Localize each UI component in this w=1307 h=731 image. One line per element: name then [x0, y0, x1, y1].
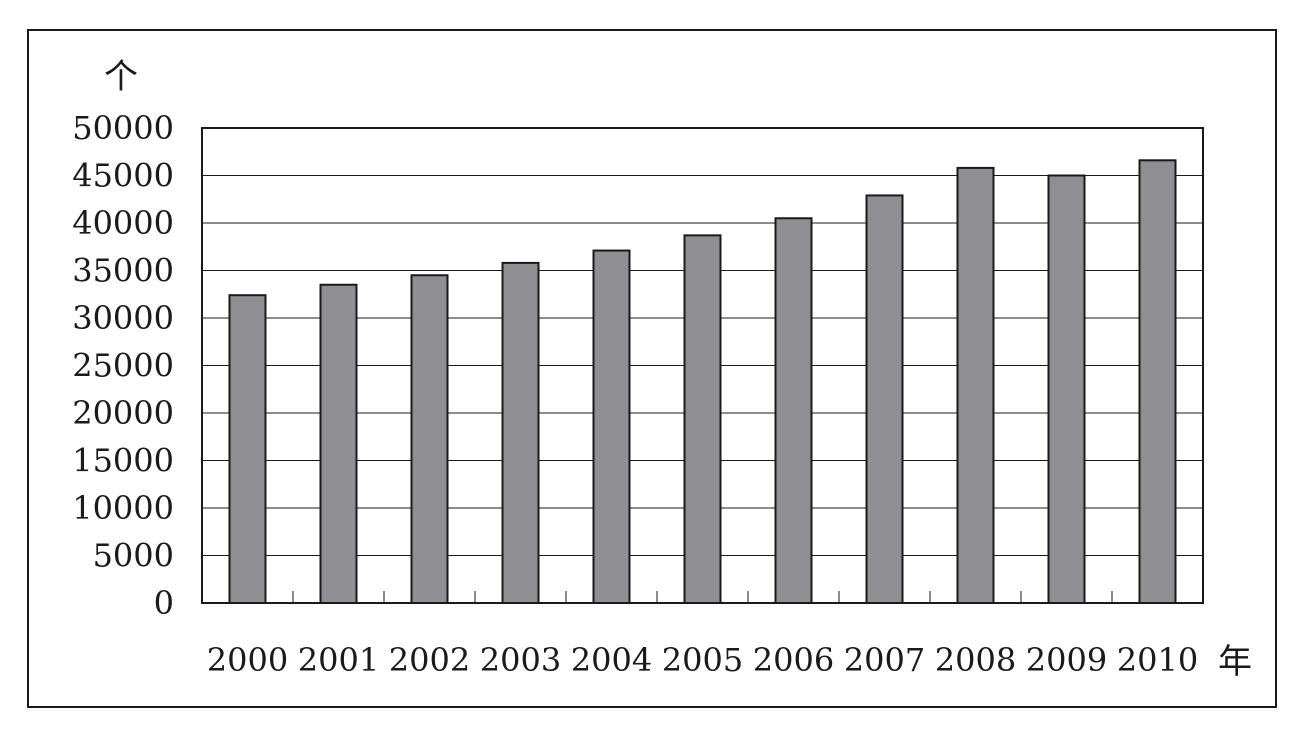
y-tick-label: 20000 [72, 394, 174, 432]
x-tick-label: 2002 [389, 641, 470, 679]
x-tick-label: 2006 [753, 641, 834, 679]
bar-2005 [683, 234, 722, 604]
x-tick-label: 2008 [935, 641, 1016, 679]
x-tick-label: 2003 [480, 641, 561, 679]
chart-frame [27, 29, 1277, 708]
y-tick-label: 40000 [72, 204, 174, 242]
x-tick-label: 2009 [1026, 641, 1107, 679]
x-tick-label: 2005 [662, 641, 743, 679]
y-tick-label: 30000 [72, 299, 174, 337]
bar-2002 [410, 274, 449, 604]
x-tick-label: 2000 [207, 641, 288, 679]
bar-2008 [956, 166, 995, 604]
grid-lines [202, 175, 1203, 603]
y-tick-label: 35000 [72, 252, 174, 290]
y-tick-labels: 0 5000 10000 15000 20000 25000 30000 35000 40000… [72, 109, 174, 622]
x-tick-label: 2007 [844, 641, 925, 679]
bar-2004 [592, 249, 631, 605]
y-tick-label: 50000 [72, 109, 174, 147]
x-tick-label: 2004 [571, 641, 652, 679]
bars [228, 159, 1177, 605]
y-tick-label: 15000 [72, 442, 174, 480]
bar-2009 [1047, 174, 1086, 604]
bar-2007 [865, 194, 904, 604]
x-tick-labels: 2000 2001 2002 2003 2004 2005 2006 2007 2008 2009… [207, 641, 1198, 679]
plot-area-border [201, 127, 1204, 604]
bar-2000 [228, 294, 267, 604]
y-axis-unit-label: 个 [104, 57, 138, 97]
bar-2010 [1138, 159, 1177, 605]
bar-2003 [501, 261, 540, 604]
y-tick-label: 0 [154, 584, 174, 622]
y-tick-label: 10000 [72, 489, 174, 527]
y-tick-label: 5000 [93, 537, 174, 575]
x-axis-unit-label: 年 [1218, 642, 1252, 682]
x-tick-label: 2001 [298, 641, 379, 679]
x-tick-label: 2010 [1117, 641, 1198, 679]
bar-2001 [319, 283, 358, 604]
bar-2006 [774, 217, 813, 604]
y-tick-label: 45000 [72, 157, 174, 195]
y-tick-label: 25000 [72, 347, 174, 385]
